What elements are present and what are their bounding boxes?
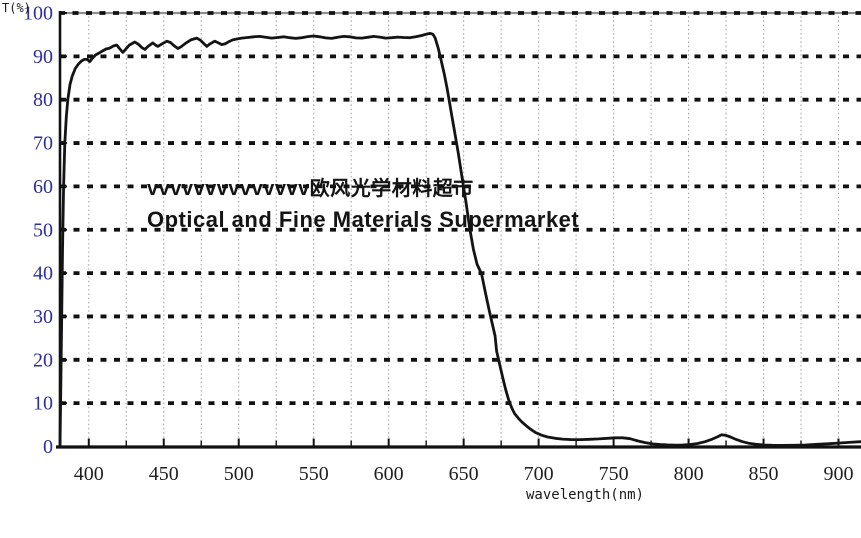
y-tick-label: 100 (23, 3, 53, 25)
x-tick-label: 400 (74, 463, 104, 485)
y-tick-label: 40 (33, 263, 53, 285)
x-tick-label: 650 (449, 463, 479, 485)
x-axis-title: wavelength(nm) (525, 487, 644, 503)
x-tick-label: 700 (524, 463, 554, 485)
y-tick-label: 50 (33, 219, 53, 241)
y-tick-label: 30 (33, 306, 53, 328)
x-tick-label: 450 (149, 463, 179, 485)
vertical-gridlines (88, 12, 840, 448)
x-tick-label: 750 (599, 463, 629, 485)
y-tick-label: 70 (33, 133, 53, 155)
horizontal-gridlines (60, 54, 861, 406)
y-tick-label: 90 (33, 46, 53, 68)
x-tick-label: 850 (749, 463, 779, 485)
x-tick-label: 550 (299, 463, 329, 485)
y-tick-label: 10 (33, 393, 53, 415)
x-tick-labels: 400 450 500 550 600 650 700 750 800 850 900 (74, 438, 854, 485)
y-tick-label: 0 (43, 436, 53, 458)
y-tick-label: 80 (33, 89, 53, 111)
y-axis-title: T(%) (2, 1, 31, 15)
watermark-line-1: vvvvvvvvvvvvvv欧风光学材料超市 (147, 178, 474, 200)
y-tick-label: 60 (33, 176, 53, 198)
x-tick-label: 500 (224, 463, 254, 485)
y-tick-labels: 0 10 20 30 40 50 60 70 80 90 100 (23, 3, 67, 458)
x-tick-label: 600 (374, 463, 404, 485)
y-tick-label: 20 (33, 349, 53, 371)
watermark-line-2: Optical and Fine Materials Supermarket (147, 207, 580, 232)
watermark: vvvvvvvvvvvvvv欧风光学材料超市 Optical and Fine … (147, 179, 579, 231)
x-tick-label: 900 (824, 463, 854, 485)
x-tick-label: 800 (674, 463, 704, 485)
transmittance-curve (58, 32, 861, 448)
